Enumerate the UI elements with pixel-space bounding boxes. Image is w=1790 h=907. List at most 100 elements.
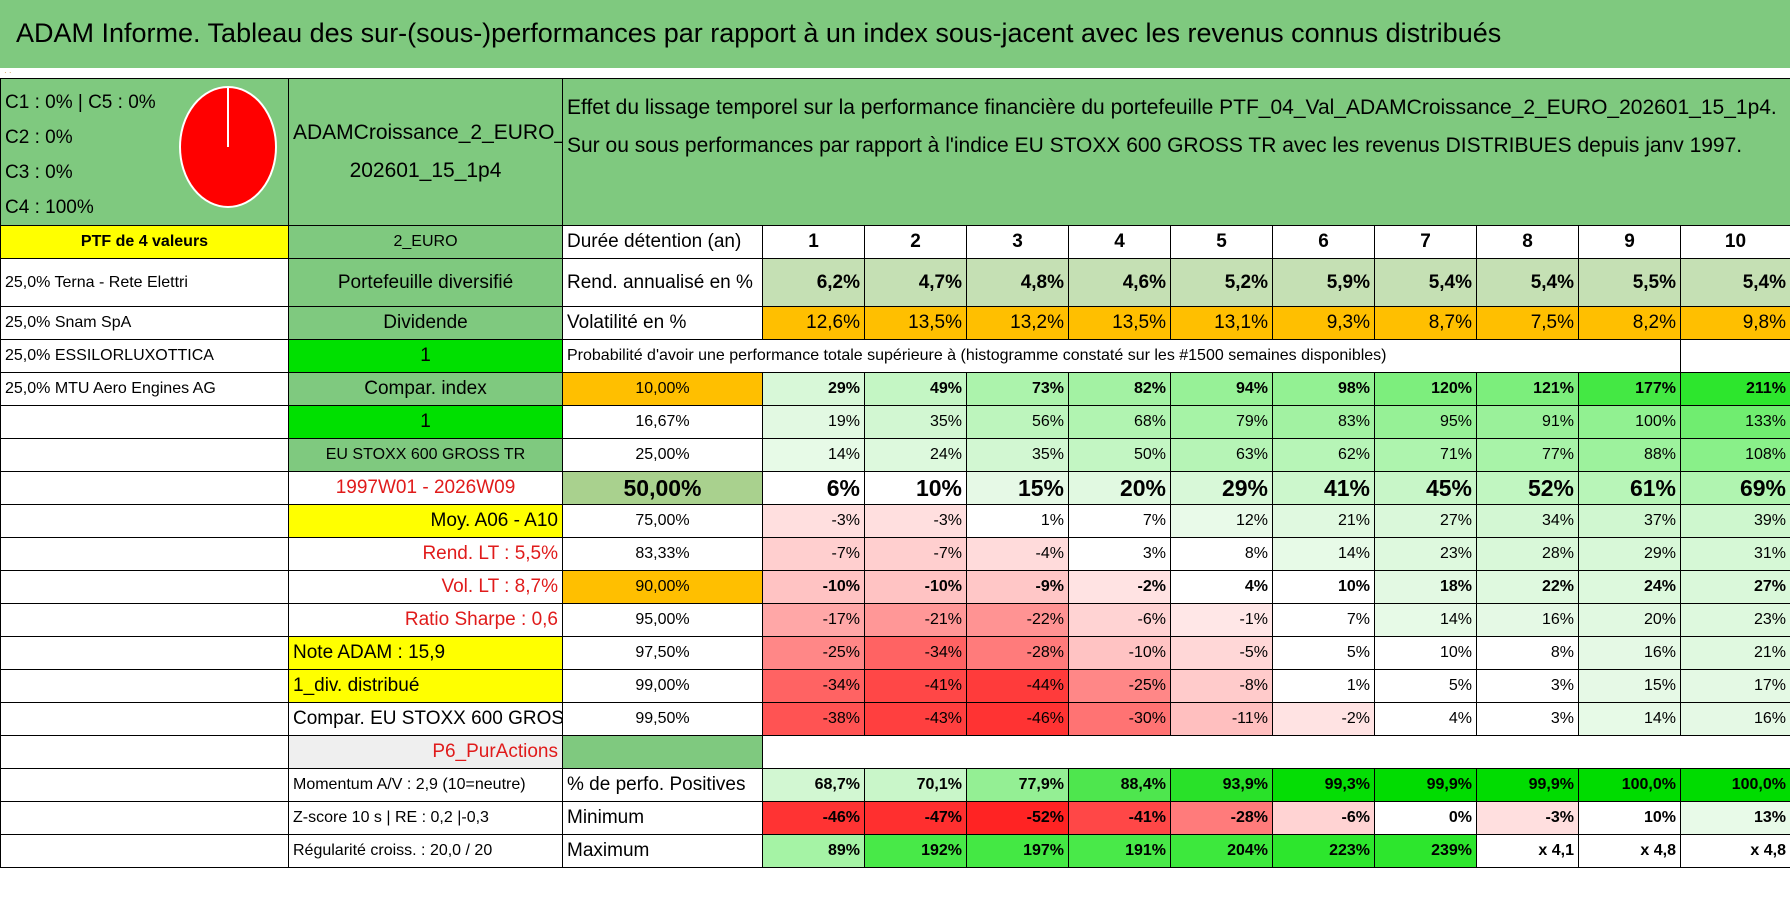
minimum-label: Minimum: [562, 801, 763, 835]
value-cell: 4%: [1170, 570, 1273, 604]
effect-line: Effet du lissage temporel sur la perform…: [567, 96, 1777, 119]
value-cell: -28%: [1170, 801, 1273, 835]
table-row: Rend. LT : 5,5% 83,33% -7% -7% -4% 3% 8% 14% 23%…: [0, 537, 1790, 571]
portfolio-type: Portefeuille diversifié: [288, 258, 563, 307]
value-cell: -43%: [864, 702, 967, 736]
value-cell: 9,8%: [1680, 306, 1790, 340]
quantile-label: 90,00%: [562, 570, 763, 604]
empty-cell: [0, 702, 289, 736]
value-cell: 5,9%: [1272, 258, 1375, 307]
compar-index-value: 1: [288, 405, 563, 439]
positives-label: % de perfo. Positives: [562, 768, 763, 802]
table-row: Momentum A/V : 2,9 (10=neutre)% de perfo…: [0, 768, 1790, 802]
value-cell: 69%: [1680, 471, 1790, 505]
value-cell: 7,5%: [1476, 306, 1579, 340]
value-cell: 9: [1578, 225, 1681, 259]
table-row: 25,0% Terna - Rete Elettri Portefeuille d…: [0, 258, 1790, 307]
value-cell: 62%: [1272, 438, 1375, 472]
index-name: EU STOXX 600 GROSS TR: [288, 438, 563, 472]
value-cell: 35%: [864, 405, 967, 439]
table-row: Vol. LT : 8,7% 90,00% -10% -10% -9% -2% 4% 10% 1…: [0, 570, 1790, 604]
value-cell: 73%: [966, 372, 1069, 406]
blank-area: [762, 735, 1790, 769]
value-cell: 4%: [1374, 702, 1477, 736]
value-cell: 14%: [1374, 603, 1477, 637]
empty-cell: [0, 735, 289, 769]
value-cell: 191%: [1068, 834, 1171, 868]
value-cell: 9,3%: [1272, 306, 1375, 340]
holding-3: 25,0% ESSILORLUXOTTICA: [0, 339, 289, 373]
value-cell: -10%: [864, 570, 967, 604]
value-cell: 16%: [1680, 702, 1790, 736]
allocation-cell: C1 : 0% | C5 : 0% C2 : 0% C3 : 0% C4 : 100%: [0, 78, 289, 226]
quantile-label: 99,50%: [562, 702, 763, 736]
value-cell: 8,2%: [1578, 306, 1681, 340]
value-cell: 0%: [1374, 801, 1477, 835]
value-cell: 16%: [1578, 636, 1681, 670]
value-cell: 5%: [1374, 669, 1477, 703]
table-row: 25,0% ESSILORLUXOTTICA 1 Probabilité d'avo…: [0, 339, 1790, 373]
value-cell: 83%: [1272, 405, 1375, 439]
value-cell: -28%: [966, 636, 1069, 670]
table-row: 25,0% Snam SpA Dividende Volatilité en % 12…: [0, 306, 1790, 340]
value-cell: -25%: [1068, 669, 1171, 703]
value-cell: 52%: [1476, 471, 1579, 505]
quantile-label: 10,00%: [562, 372, 763, 406]
strategy-label: P6_PurActions: [288, 735, 563, 769]
empty-cell: [0, 537, 289, 571]
empty-cell: [0, 603, 289, 637]
value-cell: -22%: [966, 603, 1069, 637]
value-cell: 68%: [1068, 405, 1171, 439]
value-cell: 7%: [1068, 504, 1171, 538]
sharpe-ratio: Ratio Sharpe : 0,6: [288, 603, 563, 637]
value-cell: 239%: [1374, 834, 1477, 868]
value-cell: 13,5%: [1068, 306, 1171, 340]
value-cell: -3%: [864, 504, 967, 538]
value-cell: 5,2%: [1170, 258, 1273, 307]
value-cell: 3: [966, 225, 1069, 259]
empty-cell: [0, 471, 289, 505]
rend-label: Rend. annualisé en %: [562, 258, 763, 307]
value-cell: 5%: [1272, 636, 1375, 670]
value-cell: 77%: [1476, 438, 1579, 472]
strategy-indicator: [562, 735, 763, 769]
value-cell: 5: [1170, 225, 1273, 259]
value-cell: 120%: [1374, 372, 1477, 406]
allocation-line: C4 : 100%: [5, 197, 94, 218]
long-term-volatility: Vol. LT : 8,7%: [288, 570, 563, 604]
value-cell: 13,1%: [1170, 306, 1273, 340]
table-row: PTF de 4 valeurs 2_EURO Durée détention (a…: [0, 225, 1790, 259]
value-cell: 20%: [1578, 603, 1681, 637]
value-cell: 8: [1476, 225, 1579, 259]
value-cell: 4,8%: [966, 258, 1069, 307]
value-cell: 99,9%: [1374, 768, 1477, 802]
value-cell: 10: [1680, 225, 1790, 259]
value-cell: 1%: [1272, 669, 1375, 703]
value-cell: -34%: [864, 636, 967, 670]
value-cell: 4,7%: [864, 258, 967, 307]
value-cell: 13,5%: [864, 306, 967, 340]
value-cell: 99,9%: [1476, 768, 1579, 802]
value-cell: 10%: [1578, 801, 1681, 835]
value-cell: 88%: [1578, 438, 1681, 472]
separator-dots: · ·: [4, 68, 12, 77]
momentum-label: Momentum A/V : 2,9 (10=neutre): [288, 768, 563, 802]
value-cell: 23%: [1374, 537, 1477, 571]
table-row: Compar. EU STOXX 600 GROSS TI99,50%-38%-…: [0, 702, 1790, 736]
value-cell: 20%: [1068, 471, 1171, 505]
value-cell: 21%: [1680, 636, 1790, 670]
value-cell: 91%: [1476, 405, 1579, 439]
allocation-line: C3 : 0%: [5, 162, 73, 183]
vol-label: Volatilité en %: [562, 306, 763, 340]
value-cell: 63%: [1170, 438, 1273, 472]
value-cell: 82%: [1068, 372, 1171, 406]
empty-cell: [0, 801, 289, 835]
adam-score: Note ADAM : 15,9: [288, 636, 563, 670]
value-cell: -34%: [762, 669, 865, 703]
value-cell: 3%: [1476, 702, 1579, 736]
value-cell: 121%: [1476, 372, 1579, 406]
effect-description-cell: Effet du lissage temporel sur la perform…: [562, 78, 1790, 226]
value-cell: 29%: [1170, 471, 1273, 505]
fund-name-line: 202601_15_1p4: [349, 159, 502, 182]
dividend-value: 1: [288, 339, 563, 373]
